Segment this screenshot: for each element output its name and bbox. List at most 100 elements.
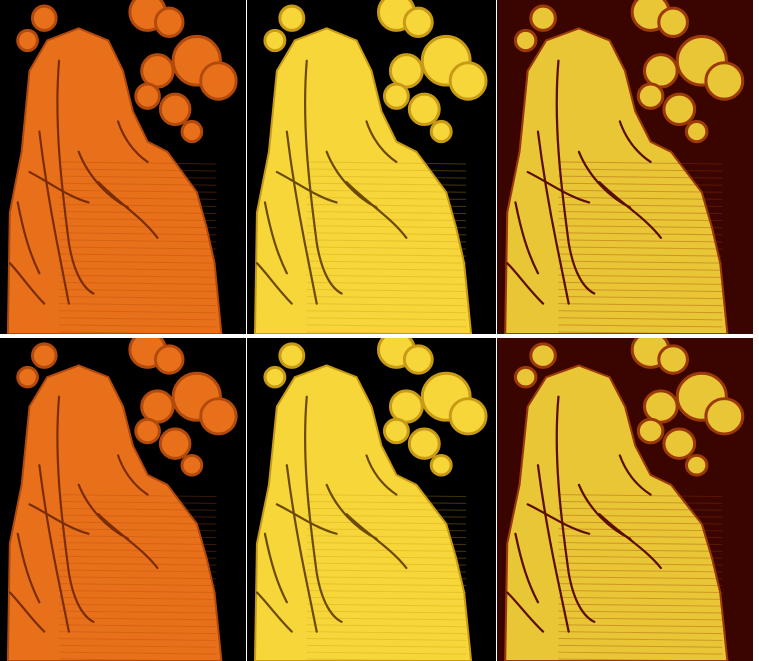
vessel-line xyxy=(304,59,343,295)
slice-stripe xyxy=(558,617,723,621)
tissue-body xyxy=(504,27,729,334)
slice-stripe xyxy=(59,281,217,285)
slice-stripe xyxy=(306,590,467,593)
vessel-line xyxy=(598,513,662,570)
slice-stripe xyxy=(306,576,467,580)
slice-stripe xyxy=(306,507,467,511)
slice-stripe xyxy=(558,603,723,607)
slice-stripe xyxy=(59,583,217,587)
slice-stripe xyxy=(558,494,723,498)
slice-stripe xyxy=(558,542,723,546)
render-canvas xyxy=(0,0,246,334)
vessel-line xyxy=(345,181,408,239)
slice-stripe xyxy=(558,651,723,655)
slice-stripe xyxy=(59,310,217,314)
slice-stripe xyxy=(306,182,467,186)
slice-stripe xyxy=(59,548,217,552)
slice-stripe xyxy=(59,555,217,559)
tissue-blob xyxy=(140,53,175,89)
vessel-line xyxy=(16,532,41,604)
slice-stripe xyxy=(558,288,723,292)
slice-stripe xyxy=(59,631,217,635)
vessel-line xyxy=(38,130,70,305)
slice-stripe xyxy=(59,232,217,236)
slice-stripe xyxy=(558,303,723,307)
tissue-blob xyxy=(704,61,745,101)
tissue-blob xyxy=(153,6,185,38)
slice-stripe xyxy=(59,535,217,539)
tissue-blob xyxy=(704,397,745,436)
slice-stripe xyxy=(558,596,723,600)
slice-stripe xyxy=(558,562,723,566)
tissue-blob xyxy=(263,28,287,53)
vessel-line xyxy=(8,591,46,633)
slice-stripe xyxy=(306,310,467,314)
tissue-blob xyxy=(684,453,709,477)
slice-stripe xyxy=(306,253,467,257)
slice-stripe xyxy=(306,542,467,546)
vessel-line xyxy=(506,591,545,633)
slice-stripe xyxy=(306,569,467,573)
slice-stripe xyxy=(558,637,723,641)
tissue-blob xyxy=(529,342,557,369)
slice-stripe xyxy=(558,331,723,334)
slice-stripe xyxy=(306,211,467,215)
slice-stripe xyxy=(306,644,467,648)
tissue-blob xyxy=(407,92,441,127)
slice-stripe xyxy=(306,596,467,600)
vessel-line xyxy=(263,201,288,275)
slice-stripe xyxy=(306,267,467,271)
slice-stripe xyxy=(59,596,217,600)
vessel-line xyxy=(555,395,596,623)
slice-stripe xyxy=(306,189,467,193)
vessel-line xyxy=(555,59,596,295)
slice-stripe xyxy=(306,494,467,498)
slice-stripe xyxy=(558,189,723,193)
slice-stripe xyxy=(306,246,467,250)
slice-stripe xyxy=(558,310,723,314)
slice-stripe xyxy=(59,239,217,243)
volume-render-yellow-red-bottom xyxy=(497,338,753,661)
slice-stripe xyxy=(306,288,467,292)
slice-stripe xyxy=(558,161,723,165)
tissue-blob xyxy=(16,28,39,53)
tissue-blob xyxy=(388,53,424,89)
vessel-line xyxy=(345,513,408,570)
tissue-blob xyxy=(199,397,238,436)
slice-stripe xyxy=(558,253,723,257)
vessel-line xyxy=(28,170,90,204)
slice-stripe xyxy=(59,182,217,186)
slice-stripe xyxy=(558,514,723,518)
slice-stripe xyxy=(306,196,467,200)
slice-stripe xyxy=(59,610,217,614)
volume-render-yellow-bottom xyxy=(247,338,496,661)
slice-stripe xyxy=(558,196,723,200)
slice-stripe xyxy=(59,514,217,518)
slice-stripe xyxy=(558,182,723,186)
tissue-blob xyxy=(263,365,287,389)
vessel-line xyxy=(506,262,545,305)
tissue-blob xyxy=(134,82,161,110)
slice-stripe xyxy=(59,500,217,504)
slice-stripe xyxy=(558,317,723,321)
vessel-line xyxy=(598,181,662,239)
tissue-blob xyxy=(134,417,161,445)
slice-stripe xyxy=(558,500,723,504)
slice-stripe xyxy=(558,232,723,236)
tissue-blob xyxy=(636,82,665,110)
volume-render-yellow-top xyxy=(247,0,496,334)
vessel-line xyxy=(618,120,652,164)
slice-stripe xyxy=(306,535,467,539)
slice-stripe xyxy=(59,569,217,573)
tissue-blob xyxy=(684,119,709,144)
tissue-blob xyxy=(657,344,689,375)
slice-stripe xyxy=(59,324,217,328)
slice-stripe xyxy=(306,225,467,229)
slice-stripe xyxy=(59,274,217,278)
slice-stripe xyxy=(558,555,723,559)
slice-stripe xyxy=(558,175,723,179)
slice-stripe xyxy=(306,218,467,222)
slice-stripe xyxy=(306,637,467,641)
tissue-blob xyxy=(448,61,488,101)
vessel-line xyxy=(263,532,288,604)
